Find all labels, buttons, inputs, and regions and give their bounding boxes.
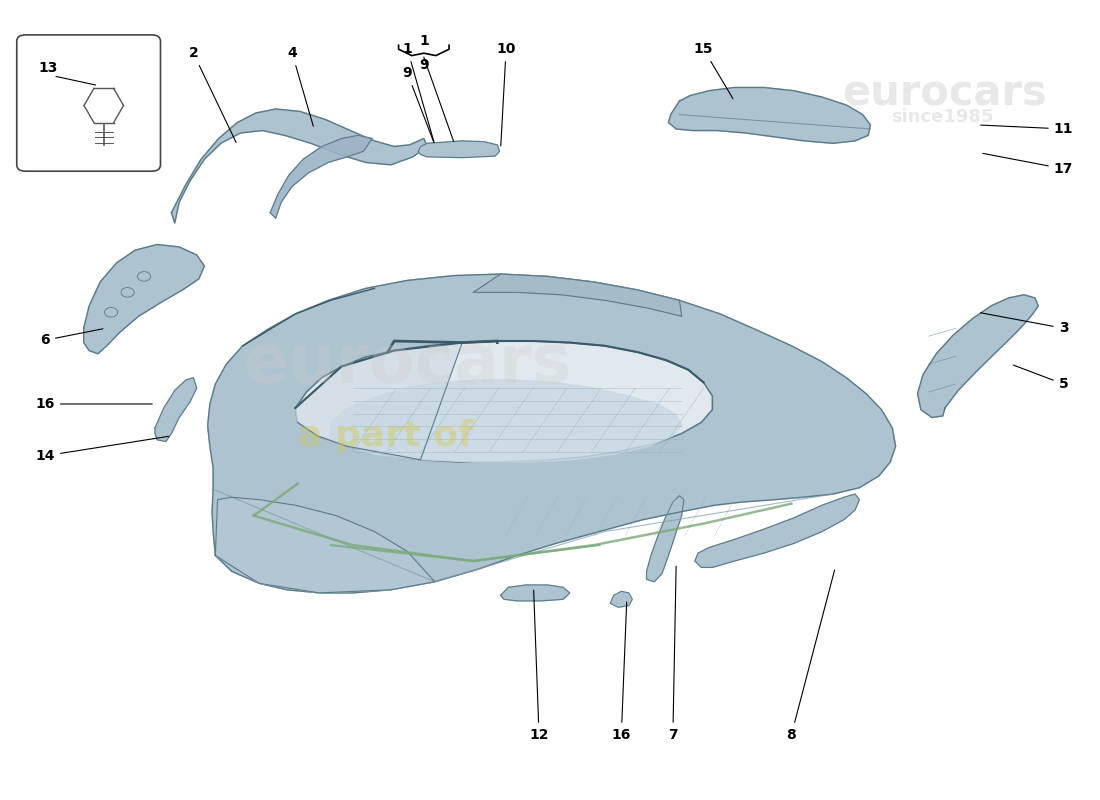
- Text: 7: 7: [668, 566, 678, 742]
- Polygon shape: [695, 494, 859, 567]
- Polygon shape: [500, 585, 570, 601]
- Polygon shape: [216, 498, 434, 593]
- Polygon shape: [271, 135, 372, 218]
- Text: 10: 10: [496, 42, 516, 146]
- Text: 8: 8: [786, 570, 835, 742]
- Text: 9: 9: [403, 66, 433, 142]
- Polygon shape: [418, 141, 499, 158]
- Text: 5: 5: [1013, 365, 1068, 391]
- Text: 16: 16: [612, 602, 631, 742]
- Polygon shape: [208, 274, 895, 593]
- Text: 4: 4: [287, 46, 314, 126]
- Text: 1: 1: [403, 42, 434, 142]
- Polygon shape: [331, 380, 682, 462]
- Polygon shape: [473, 274, 682, 316]
- Text: eurocars: eurocars: [843, 72, 1047, 114]
- Text: 15: 15: [694, 42, 733, 98]
- Polygon shape: [84, 245, 205, 354]
- Text: 16: 16: [35, 397, 152, 411]
- Text: 9: 9: [419, 58, 429, 72]
- Text: 14: 14: [35, 436, 168, 463]
- Text: 11: 11: [981, 122, 1074, 136]
- Text: 17: 17: [982, 154, 1074, 176]
- Polygon shape: [610, 591, 632, 607]
- Text: eurocars: eurocars: [243, 331, 572, 397]
- Text: a part of: a part of: [298, 419, 473, 453]
- Polygon shape: [296, 341, 713, 462]
- Polygon shape: [669, 87, 870, 143]
- Polygon shape: [917, 294, 1038, 418]
- Text: 1: 1: [419, 34, 429, 48]
- Text: 12: 12: [529, 590, 549, 742]
- Text: 3: 3: [980, 313, 1068, 335]
- Text: since1985: since1985: [892, 108, 994, 126]
- Polygon shape: [296, 342, 462, 460]
- Polygon shape: [647, 496, 684, 582]
- Polygon shape: [172, 109, 427, 223]
- Polygon shape: [155, 378, 197, 442]
- Text: 13: 13: [39, 62, 58, 75]
- Text: 2: 2: [188, 46, 236, 142]
- Text: 6: 6: [41, 329, 103, 347]
- FancyBboxPatch shape: [16, 35, 161, 171]
